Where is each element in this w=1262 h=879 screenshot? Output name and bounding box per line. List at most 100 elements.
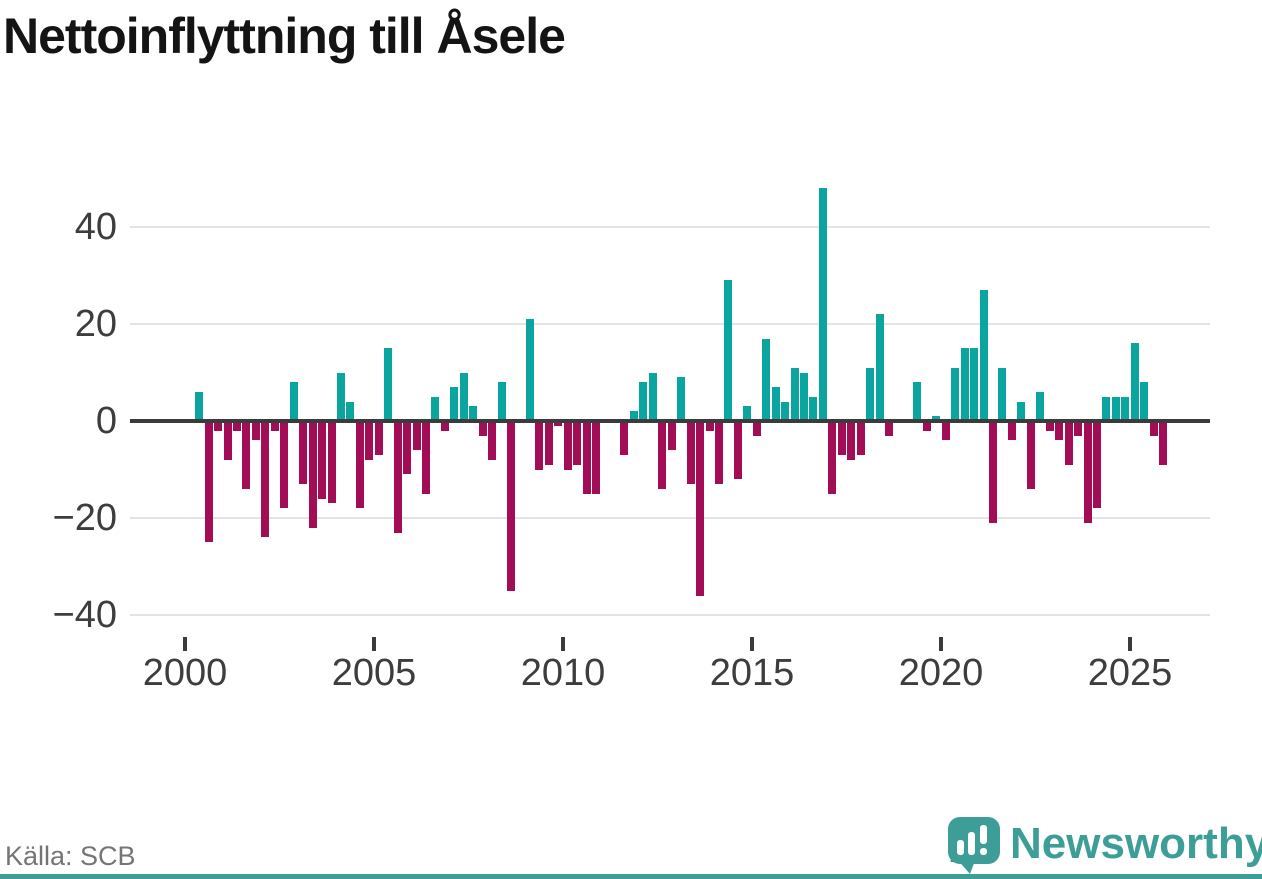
- bar-negative: [270, 421, 279, 431]
- bar-negative: [318, 421, 327, 499]
- x-tick: [372, 637, 376, 651]
- bar-positive: [913, 382, 922, 421]
- bar-negative: [422, 421, 430, 494]
- y-axis-label: 0: [95, 400, 117, 442]
- bar-negative: [299, 421, 308, 485]
- bar-positive: [809, 396, 818, 421]
- bar-negative: [563, 421, 572, 470]
- bar-negative: [828, 421, 837, 494]
- newsworthy-bubble-icon: [948, 817, 1000, 864]
- chart-title: Nettoinflyttning till Åsele: [3, 8, 566, 64]
- bar-negative: [582, 421, 591, 494]
- bar-negative: [355, 421, 364, 509]
- bar-positive: [818, 188, 827, 421]
- bar-negative: [667, 421, 676, 451]
- x-tick: [1128, 637, 1132, 651]
- bar-negative: [705, 421, 714, 431]
- bar-negative: [696, 421, 705, 596]
- x-tick: [561, 637, 565, 651]
- bar-negative: [374, 421, 383, 455]
- bar-negative: [733, 421, 742, 480]
- bar-positive: [743, 406, 752, 421]
- bottom-accent-strip: [0, 874, 1262, 879]
- gridline: [130, 614, 1210, 616]
- bar-negative: [1007, 421, 1016, 441]
- bar-negative: [847, 421, 856, 460]
- bar-negative: [233, 421, 241, 431]
- bar-positive: [336, 372, 345, 421]
- bar-positive: [875, 314, 884, 421]
- y-axis-label: 40: [74, 206, 117, 248]
- bar-negative: [1064, 421, 1073, 465]
- bar-positive: [525, 319, 534, 421]
- bar-positive: [1140, 382, 1149, 421]
- bar-negative: [1083, 421, 1092, 523]
- bar-positive: [1111, 396, 1120, 421]
- bar-negative: [393, 421, 402, 533]
- bar-positive: [648, 372, 657, 421]
- bar-positive: [629, 411, 638, 421]
- bar-negative: [544, 421, 553, 465]
- y-axis-label: 20: [74, 303, 117, 345]
- x-tick: [750, 637, 754, 651]
- bar-positive: [781, 401, 790, 421]
- bar-negative: [620, 421, 629, 455]
- gridline: [130, 517, 1210, 519]
- bar-positive: [960, 348, 969, 421]
- bar-negative: [214, 421, 223, 431]
- bar-positive: [1017, 401, 1026, 421]
- bar-positive: [979, 290, 988, 421]
- bar-positive: [771, 387, 780, 421]
- bar-negative: [752, 421, 761, 436]
- bar-positive: [951, 367, 960, 421]
- bar-negative: [1159, 421, 1168, 465]
- bar-negative: [478, 421, 487, 436]
- bar-positive: [724, 280, 733, 421]
- bar-positive: [639, 382, 648, 421]
- logo-chart-bar-tall: [968, 832, 975, 855]
- bar-positive: [289, 382, 298, 421]
- gridline: [130, 226, 1210, 228]
- bar-negative: [554, 421, 563, 426]
- bar-negative: [1026, 421, 1035, 489]
- y-axis-label: −40: [52, 594, 117, 636]
- source-label: Källa: SCB: [5, 841, 136, 871]
- bar-positive: [790, 367, 799, 421]
- bar-positive: [431, 396, 440, 421]
- bar-negative: [922, 421, 931, 431]
- newsworthy-logo: Newsworthy: [946, 814, 1262, 874]
- bar-negative: [412, 421, 421, 451]
- bar-negative: [837, 421, 846, 455]
- bar-negative: [488, 421, 497, 460]
- bar-negative: [280, 421, 289, 509]
- bar-negative: [308, 421, 317, 528]
- bar-positive: [1036, 391, 1045, 421]
- x-tick: [939, 637, 943, 651]
- logo-chart-bar-small: [957, 840, 964, 855]
- x-axis-label: 2010: [520, 652, 606, 694]
- bar-positive: [1121, 396, 1130, 421]
- bar-positive: [800, 372, 808, 421]
- x-tick: [183, 637, 187, 651]
- x-axis-label: 2015: [709, 652, 795, 694]
- bar-negative: [1149, 421, 1158, 436]
- bar-negative: [261, 421, 270, 538]
- bar-negative: [714, 421, 723, 485]
- bar-negative: [251, 421, 260, 441]
- bar-negative: [507, 421, 516, 591]
- x-axis-label: 2025: [1087, 652, 1173, 694]
- bar-negative: [885, 421, 894, 436]
- bar-positive: [762, 338, 771, 421]
- bar-positive: [1102, 396, 1111, 421]
- x-axis-label: 2005: [331, 652, 417, 694]
- bar-negative: [242, 421, 251, 489]
- bar-negative: [440, 421, 449, 431]
- bar-negative: [535, 421, 544, 470]
- bar-negative: [327, 421, 336, 504]
- bar-positive: [970, 348, 979, 421]
- bar-positive: [459, 372, 468, 421]
- logo-exclamation-dot: [980, 848, 987, 855]
- bar-positive: [932, 416, 941, 421]
- bar-negative: [941, 421, 950, 441]
